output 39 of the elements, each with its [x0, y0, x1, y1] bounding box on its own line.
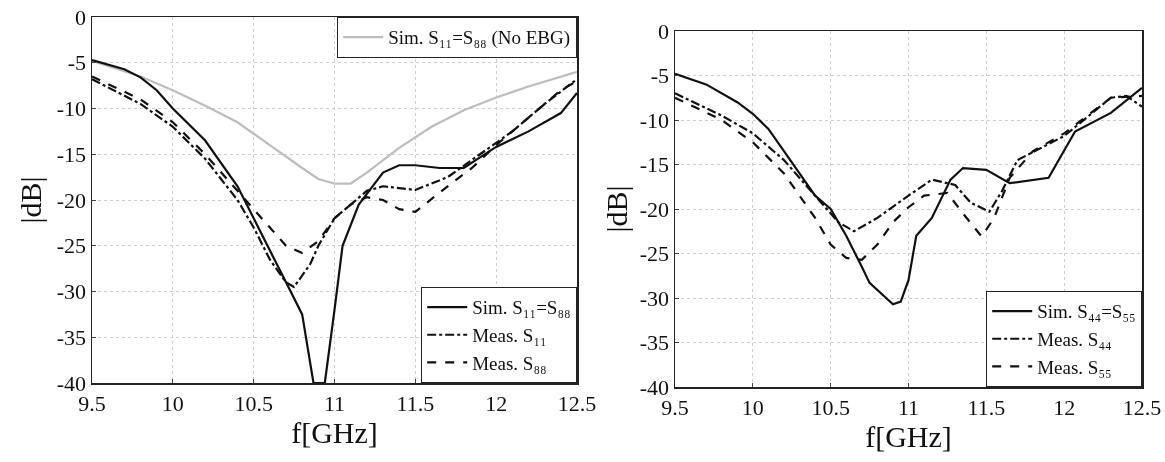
y-tick-label: -25 [56, 233, 87, 259]
x-tick-label: 12.5 [1122, 394, 1162, 420]
x-tick-label: 10.5 [811, 394, 850, 420]
legend-label: Sim. S₁₁=S₈₈ [472, 297, 571, 319]
y-tick-label: -20 [639, 196, 670, 222]
x-tick-label: 11.5 [967, 394, 1006, 420]
y-tick-label: -10 [639, 107, 670, 133]
x-tick-label: 11 [897, 394, 920, 420]
x-tick-label: 10 [741, 394, 764, 420]
y-tick-label: 0 [658, 18, 670, 44]
y-tick-label: -5 [67, 50, 87, 76]
y-tick-label: -30 [56, 279, 87, 305]
x-axis-title: f[GHz] [865, 419, 952, 453]
x-tick-label: 10 [161, 390, 184, 416]
y-tick-label: -5 [650, 63, 670, 89]
legend-label: Sim. S₁₁=S₈₈ (No EBG) [388, 27, 571, 50]
legend-label: Meas. S₁₁ [472, 325, 547, 347]
legend-label: Meas. S₄₄ [1037, 329, 1112, 351]
x-axis-title: f[GHz] [291, 415, 378, 449]
legend-label: Meas. S₈₈ [472, 352, 547, 374]
x-tick-label: 12.5 [557, 390, 597, 416]
y-axis-title: |dB| [600, 185, 633, 233]
legend-label: Sim. S₄₄=S₅₅ [1037, 301, 1136, 323]
y-axis-title: |dB| [14, 176, 48, 224]
x-tick-label: 11.5 [396, 390, 435, 416]
x-tick-label: 12 [485, 390, 508, 416]
y-tick-label: -10 [56, 96, 87, 122]
y-tick-label: -35 [56, 324, 87, 350]
y-tick-label: 0 [75, 4, 87, 30]
y-tick-label: -30 [639, 285, 670, 311]
y-tick-label: -20 [56, 187, 87, 213]
y-tick-label: -35 [639, 330, 670, 356]
y-tick-label: -15 [639, 152, 670, 178]
x-tick-label: 12 [1053, 394, 1076, 420]
x-tick-label: 11 [323, 390, 346, 416]
y-tick-label: -25 [639, 241, 670, 267]
x-tick-label: 10.5 [234, 390, 273, 416]
y-tick-label: -15 [56, 141, 87, 167]
legend-label: Meas. S₅₅ [1037, 356, 1112, 378]
